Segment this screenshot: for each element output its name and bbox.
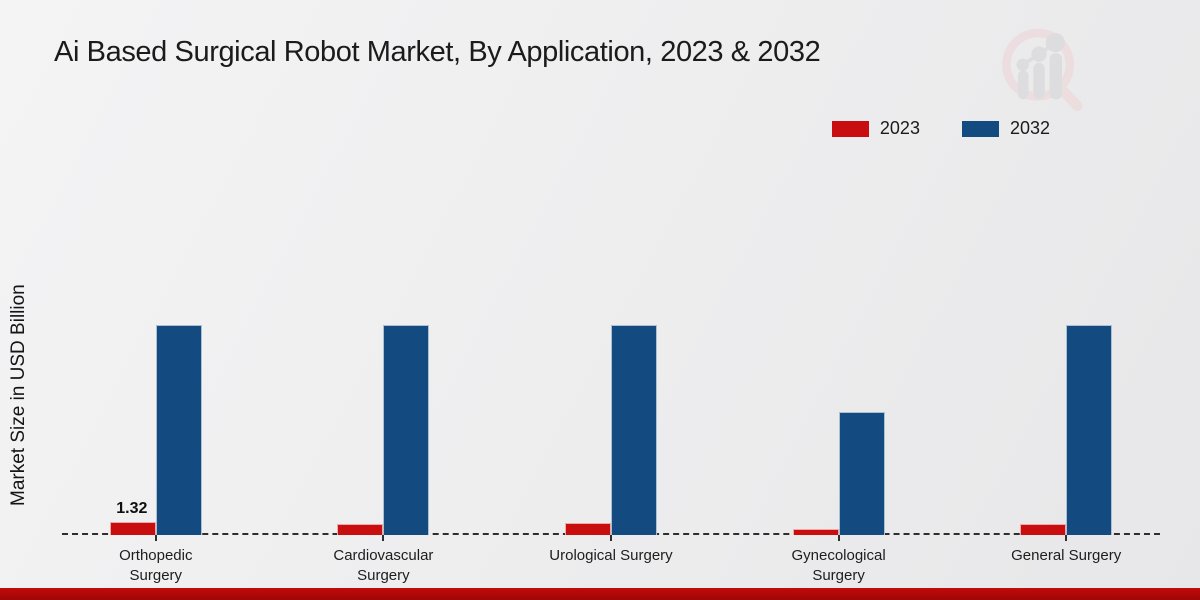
legend-swatch-2023: [831, 120, 869, 137]
bar-2023: [109, 522, 156, 535]
legend: 2023 2032: [831, 118, 1050, 139]
x-tick-cell: [270, 535, 498, 541]
bar-2023: [337, 524, 384, 535]
bar-2032: [1066, 325, 1113, 535]
bar-pair: [564, 325, 657, 535]
legend-label-2023: 2023: [879, 118, 920, 138]
bar-2032: [838, 411, 885, 535]
x-axis-ticks: [42, 535, 1180, 541]
plot-area: 1.32: [42, 140, 1180, 535]
chart-title: Ai Based Surgical Robot Market, By Appli…: [54, 36, 821, 68]
category-label: General Surgery: [1011, 547, 1122, 564]
bar-2023: [564, 523, 611, 535]
category-label: Cardiovascular Surgery: [333, 547, 434, 584]
category-label: Orthopedic Surgery: [119, 547, 193, 584]
category-label: Gynecological Surgery: [791, 547, 886, 584]
bar-pair: 1.32: [109, 325, 202, 535]
bar-group: [725, 140, 953, 535]
category-label: Urological Surgery: [549, 547, 673, 564]
bar-groups: 1.32: [42, 140, 1180, 535]
x-tick: [1065, 535, 1068, 541]
x-tick-cell: [952, 535, 1180, 541]
bar-group: 1.32: [42, 140, 270, 535]
bar-pair: [792, 411, 885, 535]
bar-group: [270, 140, 498, 535]
bar-2032: [383, 325, 430, 535]
footer-red-strip: [0, 588, 1200, 600]
x-tick: [382, 535, 385, 541]
bar-2032: [610, 325, 657, 535]
bar-pair: [337, 325, 430, 535]
bar-2023: [792, 528, 839, 535]
bar-group: [952, 140, 1180, 535]
y-axis-label: Market Size in USD Billion: [8, 284, 29, 506]
bar-2032: [155, 325, 202, 535]
bar-pair: [1020, 325, 1113, 535]
value-label: 1.32: [116, 500, 148, 517]
legend-swatch-2032: [961, 120, 999, 137]
legend-item-2023: 2023: [831, 118, 920, 139]
legend-item-2032: 2032: [961, 118, 1050, 139]
x-tick-cell: [42, 535, 270, 541]
legend-label-2032: 2032: [1009, 118, 1050, 138]
x-tick: [837, 535, 840, 541]
bar-2023: [1020, 523, 1067, 535]
x-axis-labels: Orthopedic Surgery Cardiovascular Surgery…: [42, 546, 1180, 586]
mrfr-magnifier-logo-icon: [1002, 28, 1083, 112]
bar-group: [497, 140, 725, 535]
x-tick: [154, 535, 157, 541]
x-tick-cell: [497, 535, 725, 541]
x-tick-cell: [725, 535, 953, 541]
x-tick: [609, 535, 612, 541]
